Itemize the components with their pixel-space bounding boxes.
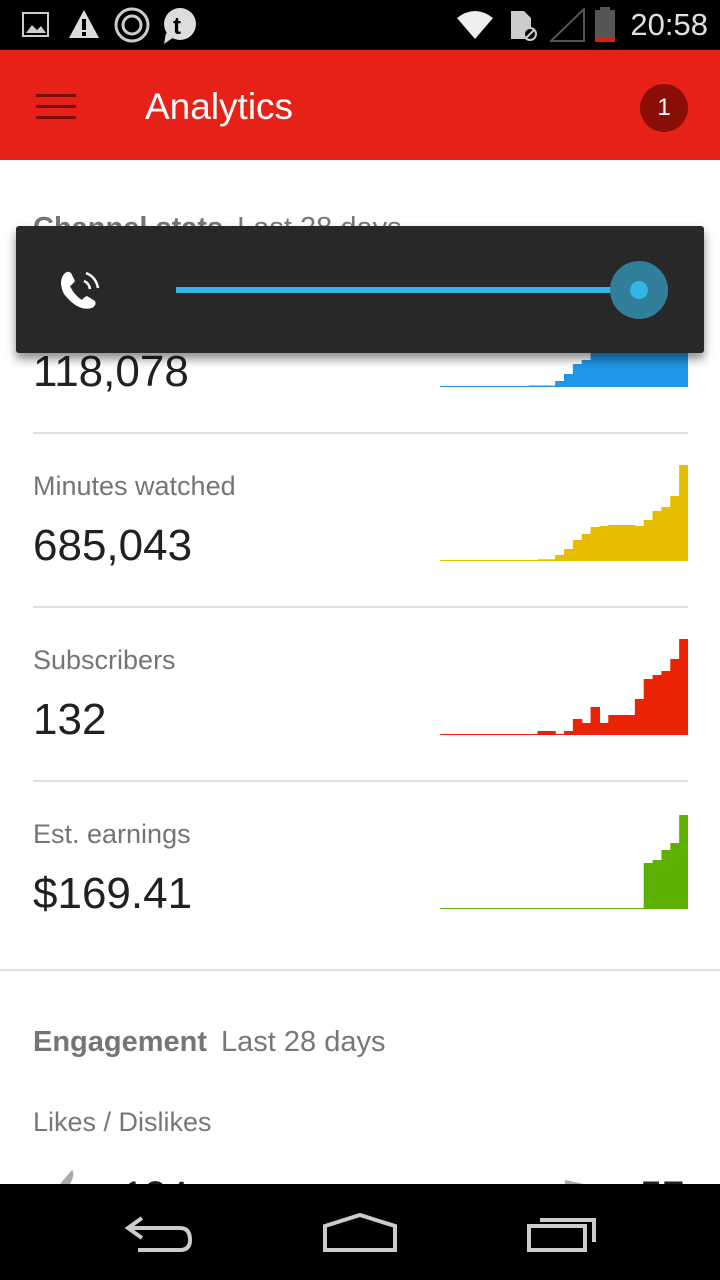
engagement-header: Engagement Last 28 days: [33, 1026, 385, 1059]
recents-icon[interactable]: [526, 1212, 600, 1254]
menu-icon[interactable]: [36, 94, 76, 120]
phone-ring-icon: [61, 271, 100, 309]
likes-count: 134: [122, 1174, 189, 1184]
svg-text:t: t: [173, 13, 181, 40]
sparkline-bar: [599, 337, 609, 387]
sim-blocked-icon: [511, 11, 537, 41]
sparkline-bar: [634, 699, 645, 735]
row-divider: [33, 606, 688, 608]
sparkline-bar: [608, 715, 618, 735]
sparkline-bar: [652, 511, 663, 561]
sparkline-bar: [564, 549, 574, 561]
sparkline-bar: [626, 715, 636, 735]
sparkline-bar: [564, 731, 574, 735]
sparkline-bar: [643, 679, 654, 735]
likes-dislikes-label: Likes / Dislikes: [33, 1107, 212, 1137]
stat-row[interactable]: Minutes watched 685,043: [0, 433, 720, 607]
sparkline-bar: [661, 507, 671, 561]
row-divider: [33, 780, 688, 782]
sparkline-bar: [537, 559, 547, 561]
sparkline-bar: [581, 360, 592, 387]
sparkline-bar: [626, 525, 636, 561]
stat-row[interactable]: Est. earnings $169.41: [0, 781, 720, 955]
section-period: Last 28 days: [221, 1026, 386, 1058]
sparkline-bar: [599, 526, 609, 561]
sparkline-bar: [661, 850, 671, 909]
sparkline-bar: [546, 385, 556, 387]
sparkline-bar: [652, 675, 663, 735]
sparkline-bar: [599, 723, 609, 735]
stat-label: Est. earnings: [33, 819, 191, 849]
sparkline-bar: [590, 707, 601, 735]
sparkline-bar: [679, 815, 688, 909]
stat-row[interactable]: Subscribers 132: [0, 607, 720, 781]
sparkline-bar: [581, 723, 592, 735]
dislikes-count: 57: [640, 1174, 685, 1184]
stat-value: 685,043: [33, 521, 193, 570]
volume-slider-track[interactable]: [176, 287, 640, 293]
sparkline-bar: [555, 555, 565, 561]
sparkline-bar: [546, 731, 556, 735]
sparkline-bar: [546, 559, 556, 561]
volume-overlay: [16, 226, 704, 353]
wifi-icon: [457, 11, 493, 39]
home-icon[interactable]: [322, 1212, 398, 1254]
volume-slider-thumb-center: [630, 281, 648, 299]
thumbs-up-icon: [60, 1170, 74, 1184]
sparkline-bar: [670, 843, 680, 909]
clock: 20:58: [630, 7, 708, 42]
sparkline-bar: [652, 860, 663, 909]
sparkline-bar: [608, 329, 618, 387]
section-title: Engagement: [33, 1026, 208, 1058]
sparkline-bar: [581, 534, 592, 561]
thumbs-down-icon: [565, 1180, 584, 1184]
sparkline-bar: [572, 540, 583, 561]
sparkline-bar: [617, 715, 627, 735]
sparkline-bar: [608, 525, 618, 561]
likes-row: 134 57: [0, 1150, 720, 1184]
section-divider: [0, 969, 720, 971]
sparkline-bar: [617, 323, 627, 387]
stat-value: 118,078: [33, 347, 189, 396]
sparkline-bar: [564, 374, 574, 387]
stat-value: 132: [33, 695, 107, 744]
lifebuoy-icon: [114, 7, 150, 43]
sparkline-bar: [679, 465, 688, 561]
sparkline-bar: [617, 525, 627, 561]
sparkline-bar: [643, 520, 654, 561]
tumblr-icon: t: [164, 8, 196, 44]
navigation-bar: [0, 1184, 720, 1280]
sparkline-bar: [555, 381, 565, 387]
sparkline-bar: [670, 659, 680, 735]
battery-low-icon: [595, 7, 615, 42]
sparkline-bar: [528, 385, 539, 387]
sparkline-bar: [590, 347, 601, 387]
sparkline-bar: [537, 385, 547, 387]
stat-label: Minutes watched: [33, 471, 236, 501]
signal-icon: [550, 8, 585, 42]
sparkline-bar: [679, 639, 688, 735]
page-title: Analytics: [145, 86, 294, 127]
stat-value: $169.41: [33, 869, 193, 918]
sparkline-bar: [670, 496, 680, 561]
sparkline-chart: [440, 815, 688, 909]
sparkline-bar: [661, 671, 671, 735]
sparkline-baseline: [440, 908, 688, 909]
sparkline-bar: [634, 526, 645, 561]
back-icon[interactable]: [124, 1214, 196, 1254]
sparkline-bar: [572, 719, 583, 735]
stat-label: Subscribers: [33, 645, 176, 675]
sparkline-chart: [440, 639, 688, 735]
status-bar: t 20:58: [0, 0, 720, 50]
sparkline-bar: [590, 527, 601, 561]
warning-icon: [69, 10, 99, 38]
sparkline-bar: [643, 863, 654, 909]
sparkline-bar: [537, 731, 547, 735]
image-icon: [22, 12, 49, 37]
notification-badge[interactable]: 1: [640, 84, 688, 132]
sparkline-bar: [572, 364, 583, 387]
row-divider: [33, 432, 688, 434]
sparkline-chart: [440, 465, 688, 561]
app-bar: Analytics 1: [0, 50, 720, 160]
